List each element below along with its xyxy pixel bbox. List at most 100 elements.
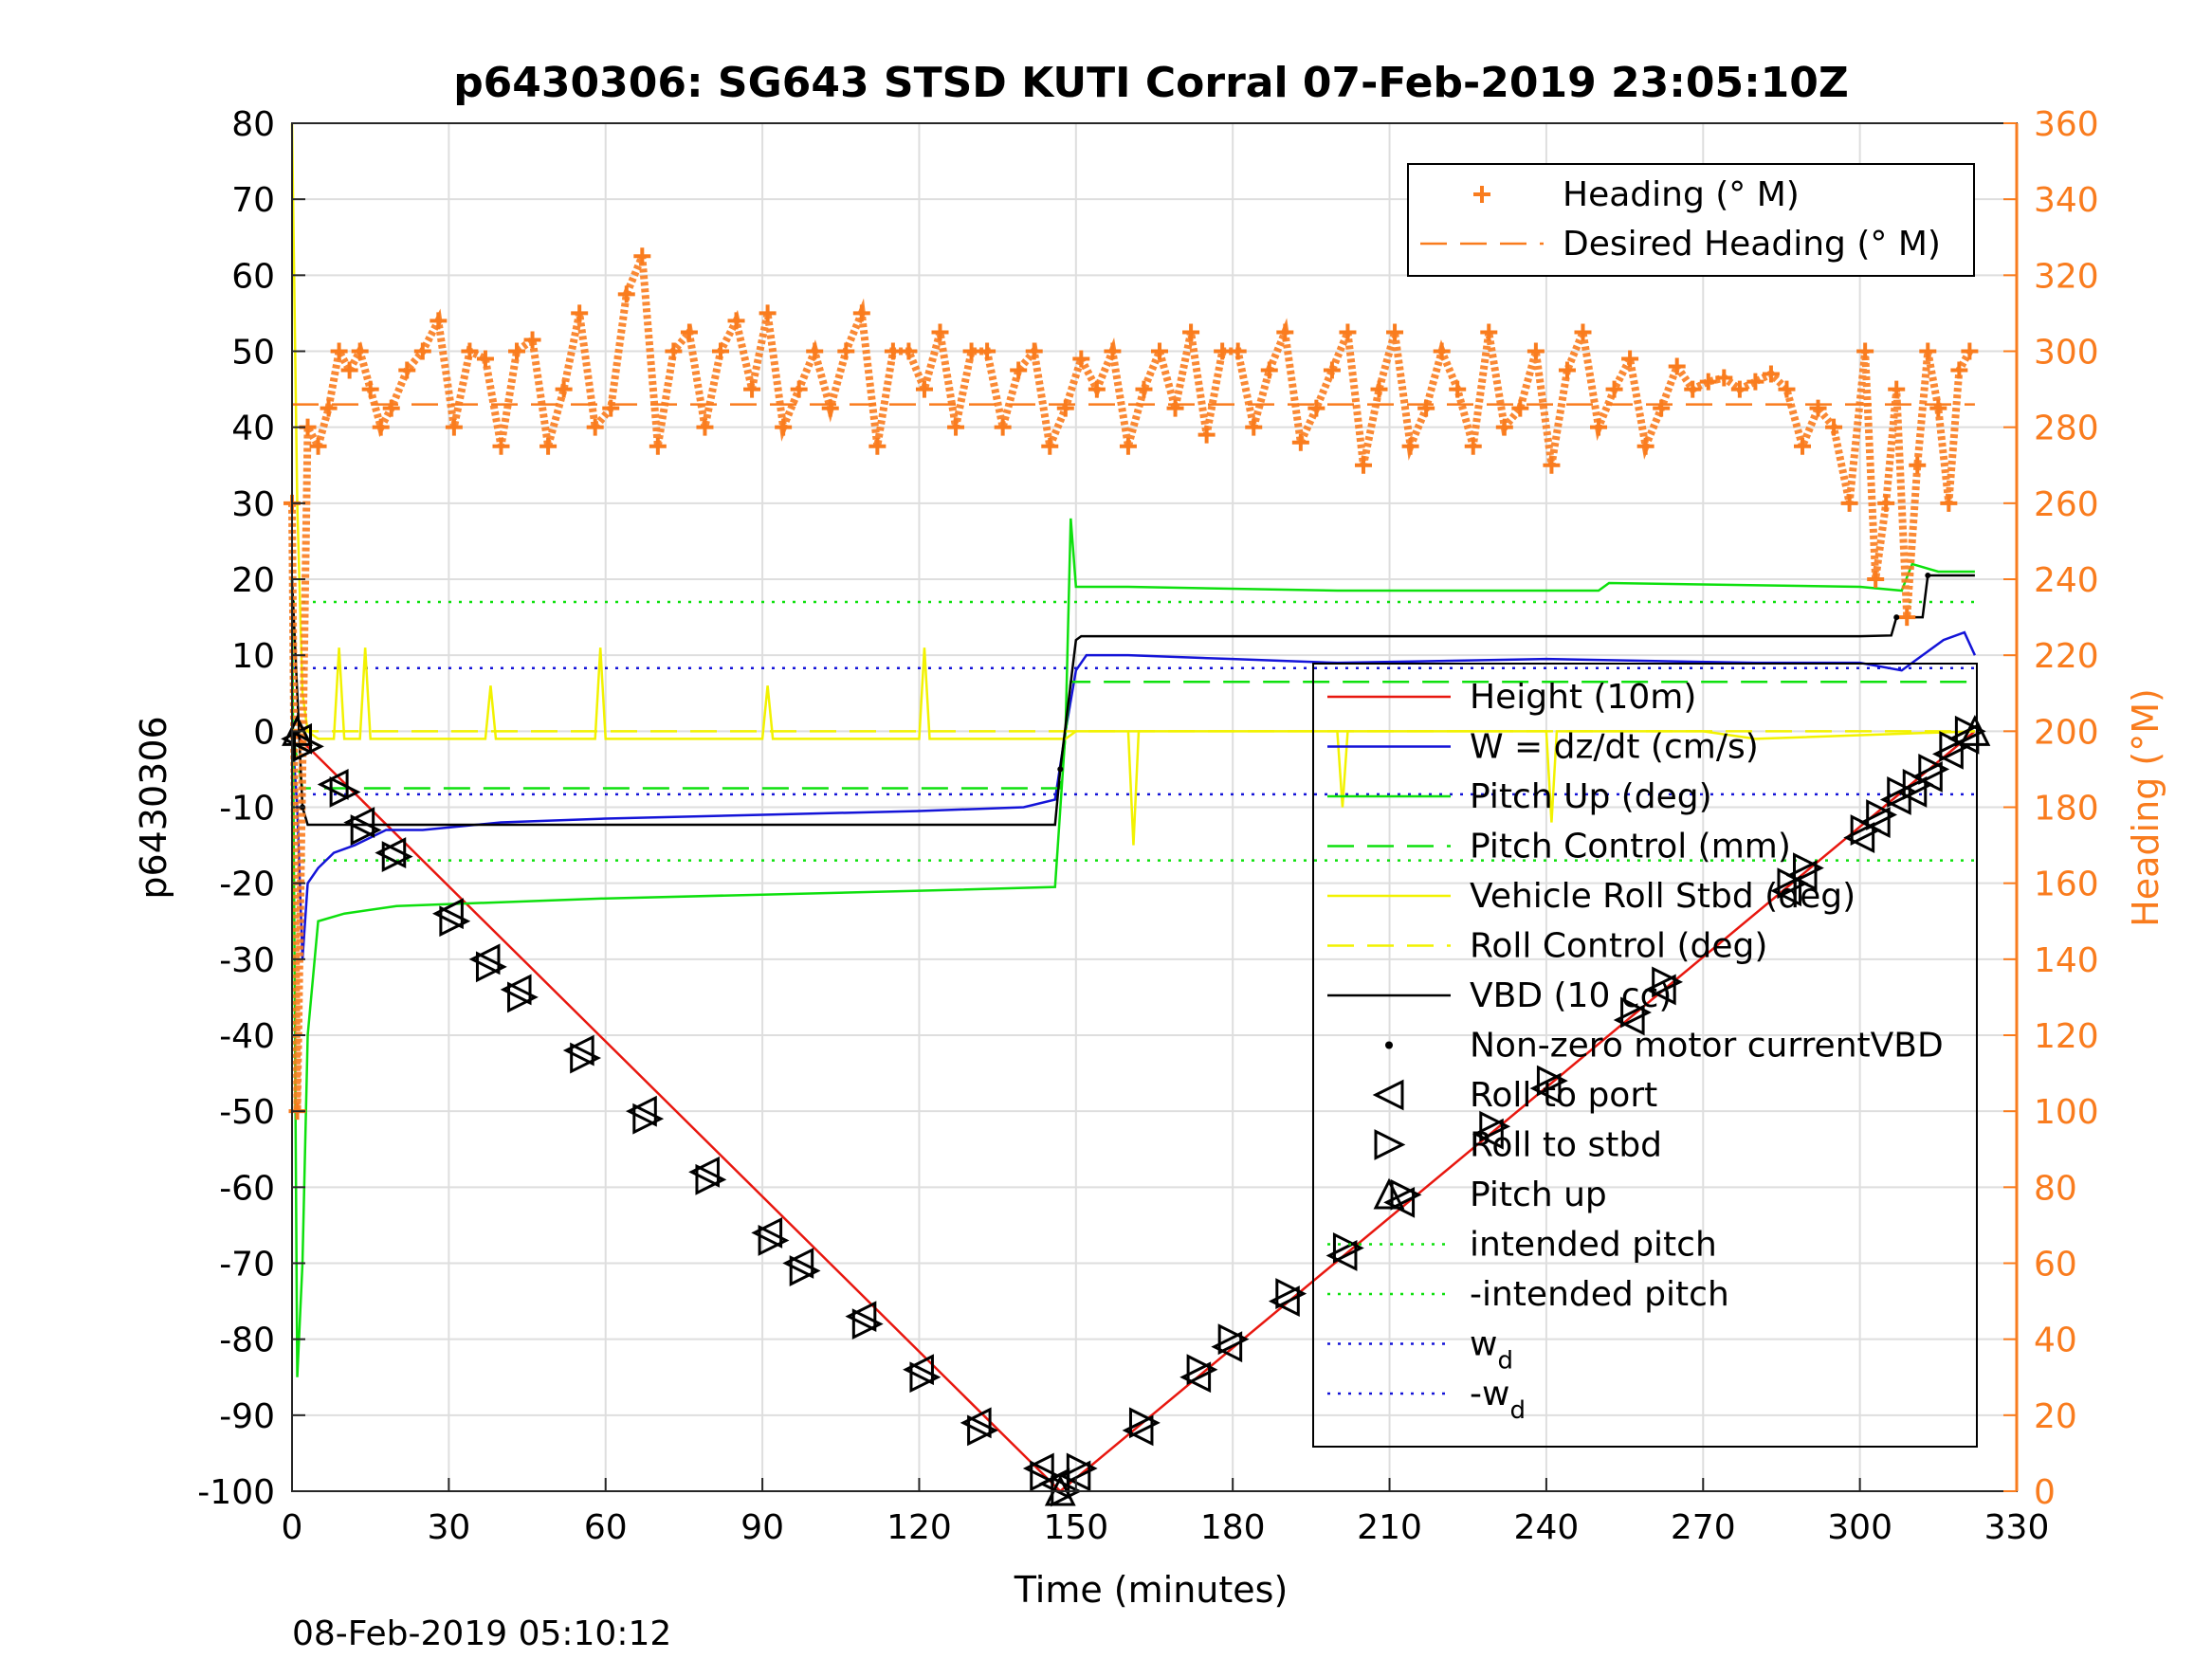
legend-label: VBD (10 cc) bbox=[1470, 976, 1672, 1015]
legend-label: Roll Control (deg) bbox=[1470, 927, 1767, 966]
heading-point bbox=[649, 437, 667, 455]
marker-tri-left bbox=[1472, 1118, 1504, 1150]
heading-trace bbox=[288, 254, 1973, 1112]
legend-heading: Heading (° M) Desired Heading (° M) bbox=[1407, 163, 1975, 277]
y-right-tick-label: 140 bbox=[2034, 941, 2099, 980]
y-tick-label: 60 bbox=[231, 257, 275, 296]
marker-tri-right bbox=[1918, 753, 1950, 785]
heading-point bbox=[1119, 437, 1137, 455]
marker-tri-left bbox=[782, 1248, 814, 1279]
y-right-tick-label: 220 bbox=[2034, 637, 2099, 676]
marker-tri-left bbox=[432, 898, 464, 930]
heading-point bbox=[962, 342, 980, 360]
y-tick-label: 70 bbox=[231, 181, 275, 220]
marker-tri-right bbox=[1652, 966, 1684, 998]
marker-tri-right bbox=[381, 841, 413, 873]
legend-label: Pitch up bbox=[1470, 1176, 1607, 1214]
legend-label: Pitch Control (mm) bbox=[1470, 828, 1791, 866]
marker-tri-right bbox=[789, 1255, 821, 1286]
heading-point bbox=[1898, 609, 1916, 627]
marker-tri-right bbox=[329, 776, 361, 808]
y-right-tick-label: 100 bbox=[2034, 1093, 2099, 1132]
y-right-tick-label: 0 bbox=[2034, 1473, 2056, 1512]
series-vehicle-roll-stbd-deg bbox=[290, 122, 1975, 846]
heading-point bbox=[1386, 323, 1404, 341]
y-tick-label: -10 bbox=[219, 790, 275, 829]
y-tick-label: -80 bbox=[219, 1322, 275, 1360]
heading-point bbox=[1166, 399, 1184, 417]
legend-label: Vehicle Roll Stbd (deg) bbox=[1470, 877, 1856, 916]
heading-point bbox=[994, 418, 1012, 436]
y-tick-label: -50 bbox=[219, 1093, 275, 1132]
marker-tri-left bbox=[1325, 1240, 1358, 1271]
heading-point bbox=[1370, 380, 1388, 398]
marker-tri-left bbox=[751, 1217, 783, 1249]
x-tick-label: 120 bbox=[887, 1508, 952, 1547]
marker-tri-right bbox=[1866, 799, 1898, 830]
y-right-tick-label: 80 bbox=[2034, 1169, 2077, 1208]
marker-tri-right bbox=[1777, 867, 1809, 900]
y-right-tick-label: 360 bbox=[2034, 105, 2099, 144]
legend-heading-box bbox=[1407, 163, 1975, 277]
y-right-tick-label: 180 bbox=[2034, 790, 2099, 829]
heading-point bbox=[555, 380, 573, 398]
heading-point bbox=[1526, 342, 1545, 360]
marker-tri-left bbox=[1843, 822, 1875, 853]
series-pitch-up-deg bbox=[290, 518, 1975, 1377]
vbd-motor-point bbox=[1925, 572, 1931, 578]
y-tick-label: -100 bbox=[197, 1473, 275, 1512]
marker-tri-left bbox=[903, 1354, 934, 1386]
legend-label: Roll to stbd bbox=[1470, 1126, 1662, 1165]
y-tick-label: 30 bbox=[231, 485, 275, 524]
x-tick-label: 30 bbox=[427, 1508, 470, 1547]
marker-tri-right bbox=[475, 951, 507, 983]
y-tick-label: 0 bbox=[253, 713, 275, 752]
x-tick-label: 240 bbox=[1514, 1508, 1580, 1547]
grid bbox=[291, 122, 2018, 1492]
marker-tri-right bbox=[967, 1414, 998, 1447]
heading-point bbox=[1135, 380, 1153, 398]
marker-tri-up bbox=[1373, 1177, 1405, 1210]
x-tick-label: 330 bbox=[1984, 1508, 2050, 1547]
marker-tri-left bbox=[317, 769, 349, 800]
series-non-zero-motor-currentvbd bbox=[300, 572, 1931, 811]
marker-tri-left bbox=[1529, 1072, 1562, 1104]
x-tick-label: 0 bbox=[282, 1508, 303, 1547]
marker-tri-right bbox=[1939, 730, 1971, 762]
y-right-tick-label: 340 bbox=[2034, 181, 2099, 220]
legend-main: Height (10m) W = dz/dt (cm/s) Pitch Up (de… bbox=[1312, 663, 1978, 1448]
marker-tri-left bbox=[1122, 1414, 1154, 1447]
y-right-tick-label: 20 bbox=[2034, 1397, 2077, 1436]
markers bbox=[281, 572, 1991, 1507]
y-axis-right-label: Heading (°M) bbox=[2125, 688, 2166, 927]
legend-swatch bbox=[1385, 1041, 1393, 1049]
legend-label: intended pitch bbox=[1470, 1226, 1717, 1265]
marker-tri-up bbox=[1959, 714, 1991, 746]
legend-main-box bbox=[1312, 663, 1978, 1448]
marker-tri-right bbox=[1620, 996, 1652, 1029]
y-right-tick-label: 60 bbox=[2034, 1246, 2077, 1285]
y-right-tick-label: 120 bbox=[2034, 1017, 2099, 1056]
marker-tri-left bbox=[500, 974, 532, 1006]
x-tick-label: 60 bbox=[584, 1508, 628, 1547]
y-tick-label: 50 bbox=[231, 334, 275, 373]
y-right-tick-label: 300 bbox=[2034, 334, 2099, 373]
marker-tri-left bbox=[1770, 875, 1801, 907]
legend-label: W = dz/dt (cm/s) bbox=[1470, 728, 1759, 767]
marker-tri-left bbox=[1931, 738, 1964, 770]
legend-label: Pitch Up (deg) bbox=[1470, 777, 1712, 816]
y-right-tick-label: 40 bbox=[2034, 1322, 2077, 1360]
marker-tri-right bbox=[1850, 814, 1882, 846]
marker-tri-right bbox=[1128, 1407, 1161, 1439]
y-tick-label: -20 bbox=[219, 866, 275, 904]
heading-point bbox=[1929, 399, 1947, 417]
series-w-dz-dt-cm-s bbox=[290, 630, 1977, 959]
marker-tri-left bbox=[1644, 974, 1676, 1006]
marker-tri-left bbox=[343, 807, 375, 838]
series-heading-m bbox=[283, 247, 1979, 1121]
marker-tri-right bbox=[695, 1163, 727, 1195]
y-tick-label: 80 bbox=[231, 105, 275, 144]
x-tick-label: 270 bbox=[1671, 1508, 1736, 1547]
chart-title: p6430306: SG643 STSD KUTI Corral 07-Feb-… bbox=[453, 59, 1849, 107]
heading-point bbox=[1574, 323, 1592, 341]
